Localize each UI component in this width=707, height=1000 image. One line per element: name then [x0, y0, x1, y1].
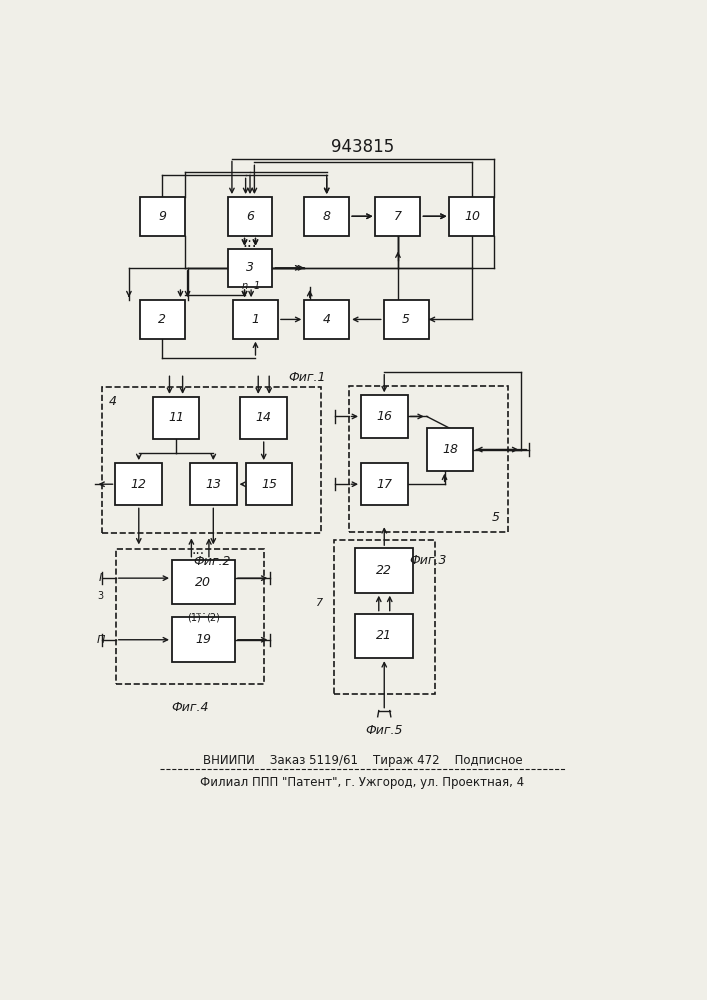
- Text: ...: ...: [243, 231, 257, 245]
- Bar: [349, 386, 508, 532]
- Text: 19: 19: [195, 633, 211, 646]
- Text: 13: 13: [205, 478, 221, 491]
- Bar: [304, 197, 349, 235]
- Bar: [228, 197, 272, 235]
- Bar: [304, 300, 349, 339]
- Text: 5: 5: [402, 313, 410, 326]
- Text: 7: 7: [394, 210, 402, 223]
- Text: 16: 16: [376, 410, 392, 423]
- Text: Фиг.4: Фиг.4: [171, 701, 209, 714]
- Bar: [361, 395, 407, 438]
- Text: I: I: [99, 573, 102, 583]
- Bar: [375, 197, 421, 235]
- Bar: [427, 428, 473, 471]
- Bar: [334, 540, 435, 694]
- Text: 6: 6: [246, 210, 254, 223]
- Text: 3: 3: [98, 591, 103, 601]
- Text: Фиг.5: Фиг.5: [366, 724, 403, 737]
- Text: 4: 4: [109, 395, 117, 408]
- Bar: [361, 463, 407, 505]
- Text: 18: 18: [442, 443, 458, 456]
- Text: 5: 5: [491, 511, 499, 524]
- Text: 9: 9: [158, 210, 166, 223]
- Text: 3: 3: [246, 261, 254, 274]
- Bar: [240, 397, 287, 439]
- Bar: [140, 300, 185, 339]
- Text: 10: 10: [464, 210, 480, 223]
- Text: 4: 4: [322, 313, 331, 326]
- Text: n: n: [242, 281, 247, 291]
- Text: (2): (2): [206, 612, 221, 622]
- Bar: [172, 560, 235, 604]
- Text: (1): (1): [187, 612, 201, 622]
- Text: 14: 14: [256, 411, 271, 424]
- Text: Фиг.2: Фиг.2: [193, 555, 230, 568]
- Text: 11: 11: [168, 411, 184, 424]
- Text: 22: 22: [376, 564, 392, 577]
- Text: 943815: 943815: [331, 138, 394, 156]
- Text: Фиг.1: Фиг.1: [288, 371, 327, 384]
- Text: 7: 7: [316, 598, 323, 608]
- Text: 20: 20: [195, 576, 211, 588]
- Bar: [384, 300, 428, 339]
- Bar: [115, 463, 162, 505]
- Text: ...: ...: [192, 543, 204, 557]
- Text: Фиг.3: Фиг.3: [409, 554, 447, 567]
- Text: 21: 21: [376, 629, 392, 642]
- Text: Филиал ППП "Патент", г. Ужгород, ул. Проектная, 4: Филиал ППП "Патент", г. Ужгород, ул. Про…: [200, 776, 525, 789]
- Text: 8: 8: [322, 210, 331, 223]
- Text: 2: 2: [158, 313, 166, 326]
- Text: 1: 1: [254, 281, 260, 291]
- Bar: [233, 300, 278, 339]
- Text: ...: ...: [243, 235, 257, 250]
- Text: ВНИИПИ    Заказ 5119/61    Тираж 472    Подписное: ВНИИПИ Заказ 5119/61 Тираж 472 Подписное: [202, 754, 522, 767]
- Bar: [102, 387, 321, 533]
- Text: 12: 12: [131, 478, 147, 491]
- Bar: [116, 549, 264, 684]
- Bar: [140, 197, 185, 235]
- Bar: [172, 617, 235, 662]
- Bar: [153, 397, 199, 439]
- Text: 1: 1: [252, 313, 259, 326]
- Text: П: П: [96, 635, 105, 645]
- Text: 15: 15: [261, 478, 277, 491]
- Bar: [450, 197, 494, 235]
- Text: ...: ...: [194, 604, 206, 617]
- Bar: [356, 614, 413, 658]
- Bar: [356, 548, 413, 593]
- Text: 17: 17: [376, 478, 392, 491]
- Bar: [228, 249, 272, 287]
- Bar: [246, 463, 293, 505]
- Bar: [190, 463, 237, 505]
